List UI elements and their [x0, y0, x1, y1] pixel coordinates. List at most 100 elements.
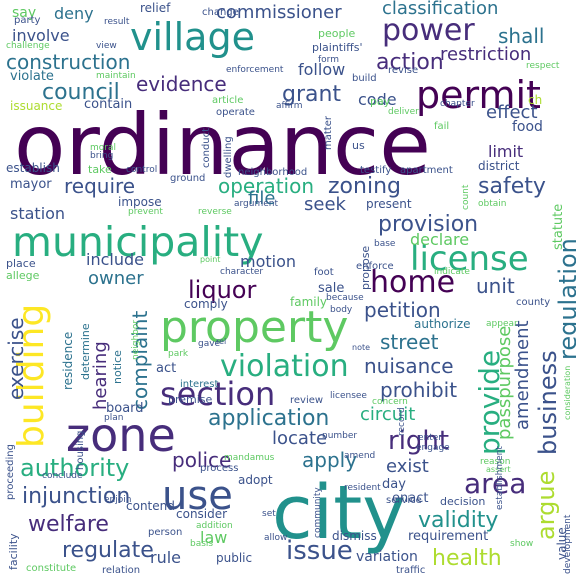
word-party: party	[14, 15, 41, 26]
word-pay: pay	[370, 95, 391, 108]
word-affirm: affirm	[276, 101, 303, 111]
word-exist: exist	[386, 456, 429, 477]
word-amendment: amendment	[512, 320, 533, 430]
word-foot: foot	[314, 267, 334, 278]
word-development: development	[563, 514, 573, 574]
word-traffic: traffic	[396, 565, 426, 576]
word-challenge: challenge	[6, 41, 50, 51]
word-concern: concern	[372, 397, 408, 407]
word-right: right	[388, 426, 450, 456]
word-involve: involve	[12, 26, 70, 45]
word-conclude: conclude	[42, 471, 83, 481]
word-say: say	[12, 5, 37, 21]
word-mandamus: mandamus	[224, 453, 275, 463]
word-prevent: prevent	[128, 207, 163, 217]
word-deny: deny	[54, 4, 94, 23]
word-contend: contend	[126, 499, 175, 513]
word-code: code	[358, 90, 397, 109]
word-home: home	[370, 265, 456, 300]
word-follow: follow	[298, 60, 346, 79]
word-engage: engage	[416, 443, 450, 453]
word-enact: enact	[392, 491, 429, 506]
word-day: day	[382, 477, 406, 492]
word-dwelling: dwelling	[223, 136, 234, 178]
word-neighbor: neighbor	[131, 319, 141, 360]
word-unit: unit	[476, 274, 515, 298]
word-testify: testify	[360, 165, 392, 176]
word-validity: validity	[418, 508, 499, 533]
word-limit: limit	[488, 142, 524, 161]
word-provision: provision	[378, 212, 479, 237]
word-argument: argument	[234, 199, 279, 209]
word-reason: reason	[480, 457, 511, 467]
word-statute: statute	[551, 203, 566, 250]
word-decision: decision	[440, 495, 486, 508]
word-enforcement: enforcement	[226, 65, 284, 75]
word-reverse: reverse	[198, 207, 232, 217]
word-section: section	[160, 375, 276, 413]
word-us: us	[352, 139, 365, 152]
word-notice: notice	[111, 350, 124, 384]
word-zoning: zoning	[328, 174, 401, 199]
word-character: character	[220, 267, 264, 277]
word-point: point	[200, 255, 221, 264]
word-power: power	[382, 13, 475, 48]
word-municipality: municipality	[12, 218, 264, 266]
word-sale: sale	[318, 281, 345, 296]
word-commissioner: commissioner	[216, 2, 342, 23]
word-declare: declare	[410, 230, 470, 249]
word-regulation: regulation	[554, 238, 576, 360]
word-amend: amend	[344, 451, 376, 461]
word-food: food	[512, 119, 543, 135]
word-dismiss: dismiss	[332, 529, 377, 543]
word-ordinance: ordinance	[14, 96, 431, 194]
word-enjoin: enjoin	[104, 495, 132, 505]
word-community: community	[313, 487, 323, 538]
word-locate: locate	[272, 428, 328, 449]
word-build: build	[352, 73, 377, 84]
word-because: because	[326, 293, 364, 303]
word-people: people	[318, 27, 356, 40]
word-police: police	[172, 448, 232, 472]
word-law: law	[200, 528, 228, 547]
word-matter: matter	[323, 116, 334, 150]
word-property: property	[160, 302, 349, 353]
word-record: record	[397, 407, 407, 436]
word-motion: motion	[240, 252, 297, 271]
word-circuit: circuit	[360, 404, 416, 425]
word-take: take	[88, 163, 112, 176]
word-process: process	[200, 463, 239, 474]
word-basis: basis	[190, 539, 214, 549]
word-operation: operation	[218, 174, 315, 198]
word-evidence: evidence	[136, 72, 227, 96]
word-appear: appear	[486, 319, 518, 329]
word-review: review	[290, 395, 324, 406]
word-neighborhood: neighborhood	[238, 167, 308, 178]
word-require: require	[64, 174, 136, 198]
word-effect: effect	[486, 102, 538, 123]
word-file: file	[248, 188, 276, 209]
word-requirement: requirement	[408, 529, 489, 544]
word-fail: fail	[434, 121, 450, 132]
word-issue: issue	[286, 536, 353, 566]
word-ch: ch	[528, 93, 543, 107]
word-construction: construction	[6, 50, 131, 74]
word-allow: allow	[264, 533, 288, 543]
word-constitute: constitute	[26, 563, 77, 574]
word-plaintiffs: plaintiffs'	[312, 41, 363, 54]
word-assert: assert	[486, 465, 511, 474]
word-licensee: licensee	[330, 391, 367, 401]
word-classification: classification	[382, 0, 499, 19]
word-revise: revise	[388, 65, 419, 76]
word-enter: enter	[418, 433, 443, 443]
word-petition: petition	[364, 298, 441, 322]
word-nuisance: nuisance	[364, 354, 454, 378]
word-apply: apply	[302, 448, 358, 472]
word-obtain: obtain	[478, 199, 507, 209]
word-maintain: maintain	[96, 71, 136, 81]
word-set: set	[262, 509, 276, 519]
word-rel: rel	[216, 337, 227, 346]
word-business: business	[534, 350, 562, 455]
word-gave: gave	[198, 339, 221, 349]
word-person: person	[148, 527, 183, 538]
